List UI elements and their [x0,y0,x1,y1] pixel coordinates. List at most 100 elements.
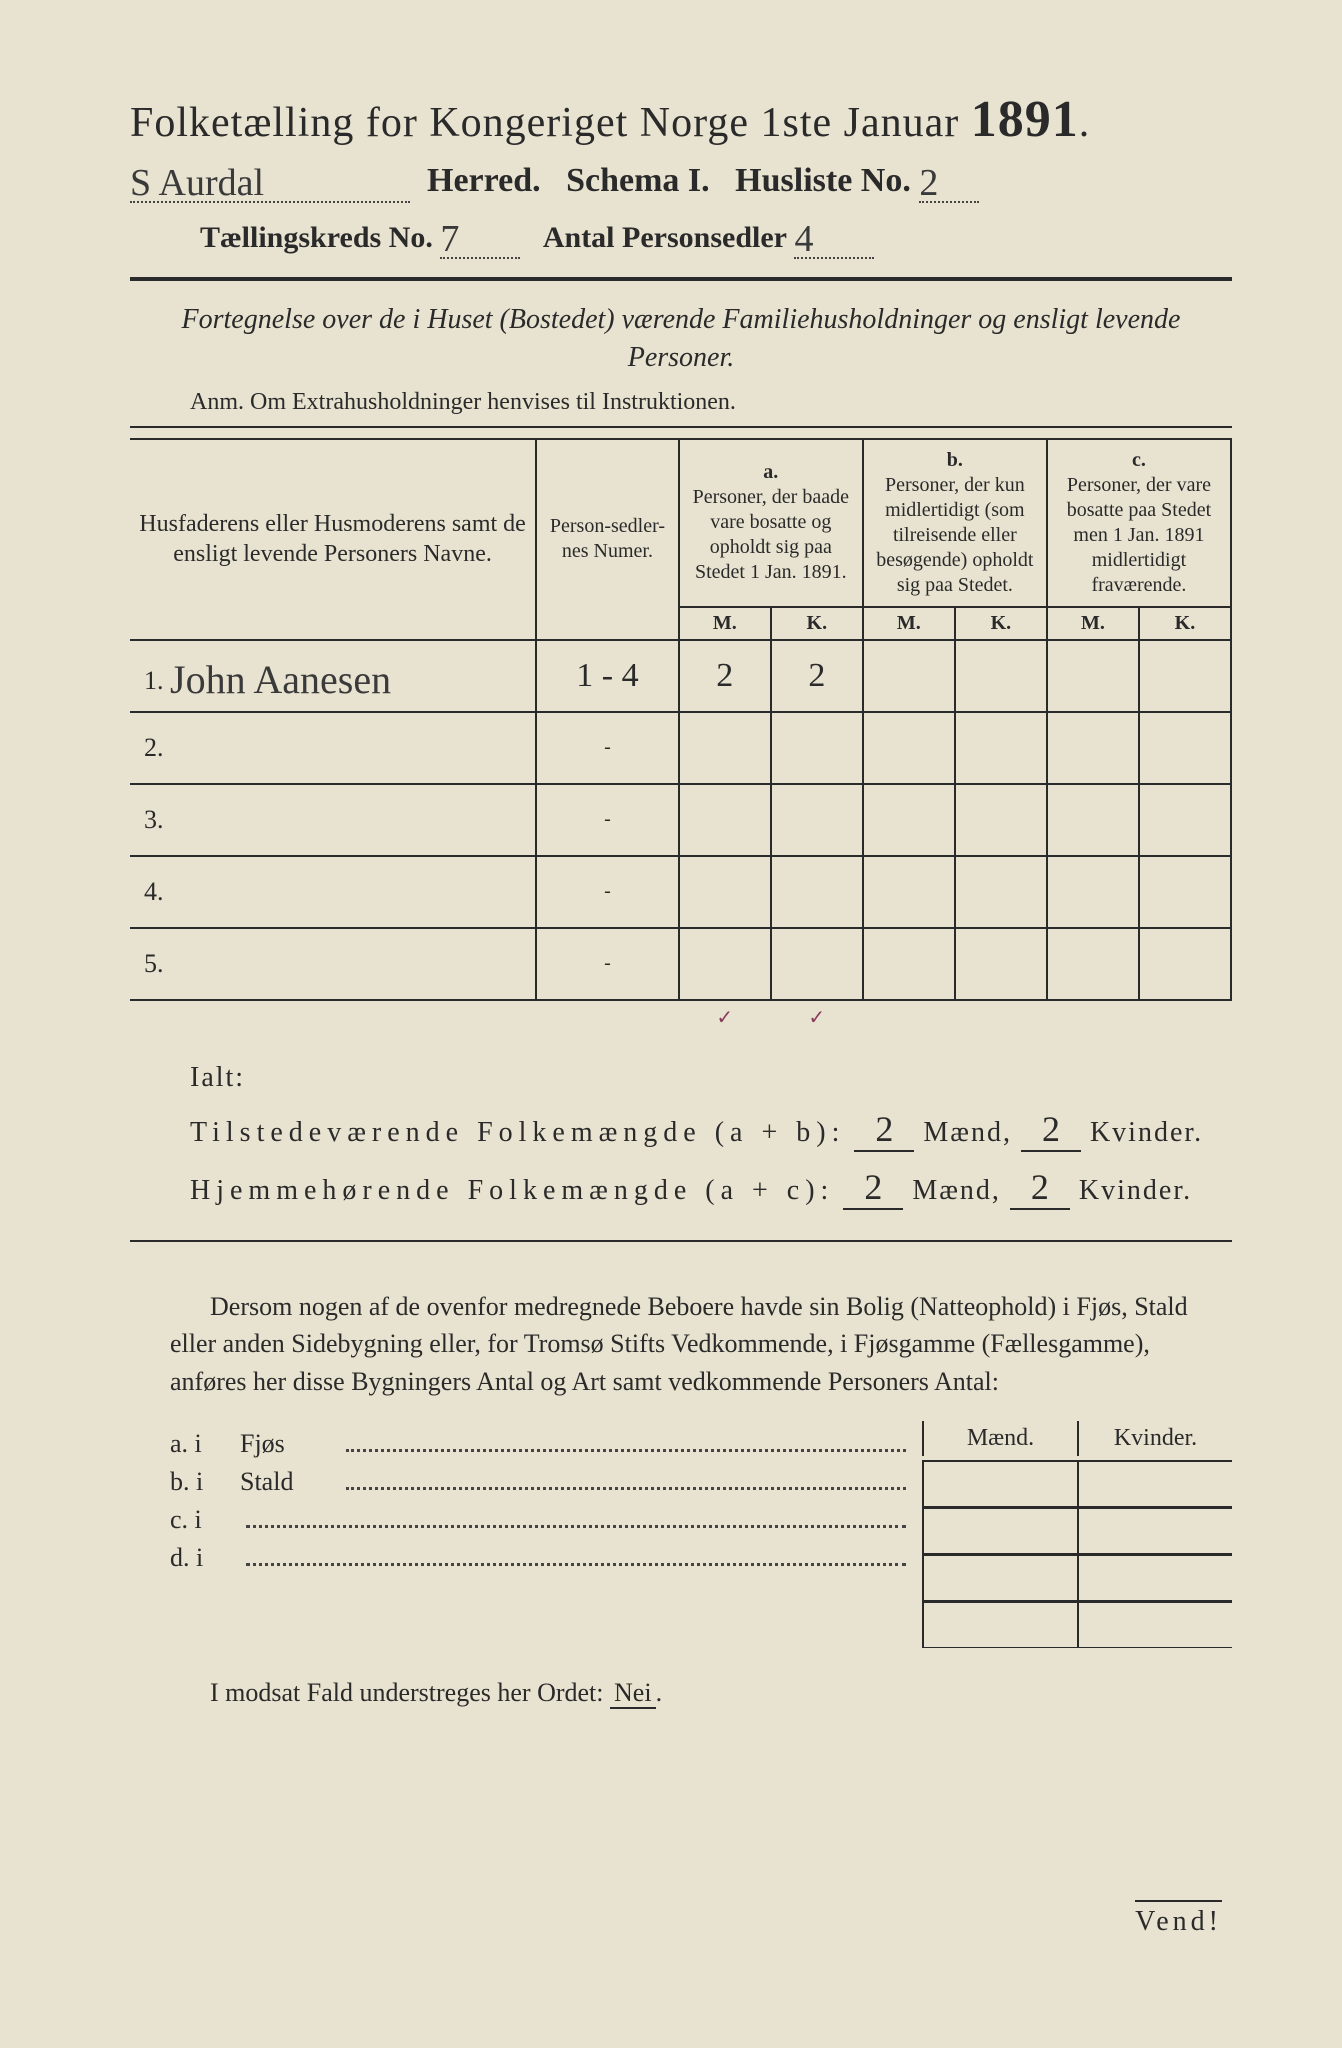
col-b: b. Personer, der kun midlertidigt (som t… [863,439,1047,607]
row-num: 2. [130,712,536,784]
row-num: 5. [130,928,536,1000]
nei-prefix: I modsat Fald understreges her Ordet: [210,1678,604,1707]
title-text: Folketælling for Kongeriget Norge 1ste J… [130,100,959,146]
cell-numer: 1 - 4 [536,640,679,712]
tilstede-k: 2 [1021,1108,1081,1152]
dotted-line [246,1507,906,1528]
row-a-prefix: a. i [170,1429,240,1459]
table-row: 1. John Aanesen 1 - 4 2 2 [130,640,1231,712]
title-year: 1891 [971,91,1079,148]
sidebyg-row-a: a. i Fjøs [170,1429,912,1459]
col-a: a. Personer, der baade vare bosatte og o… [679,439,863,607]
col-c-label: c. [1132,449,1146,471]
row-name: John Aanesen [170,657,391,702]
totals-block: Ialt: Tilstedeværende Folkemængde (a + b… [130,1062,1232,1210]
husliste-label: Husliste No. [735,162,911,199]
hjemme-m: 2 [843,1166,903,1210]
col-c-m: M. [1047,607,1139,640]
cell-numer: - [536,856,679,928]
divider [130,277,1232,281]
household-table: Husfaderens eller Husmoderens samt de en… [130,438,1232,1034]
sidebyg-list: a. i Fjøs b. i Stald c. i d. i [170,1421,912,1581]
col-a-label: a. [763,461,778,483]
vend-label: Vend! [1135,1900,1222,1938]
sidebyg-paragraph: Dersom nogen af de ovenfor medregnede Be… [170,1288,1222,1401]
kvinder-label: Kvinder. [1090,1117,1203,1148]
kreds-label: Tællingskreds No. [200,221,433,254]
col-c-k: K. [1139,607,1231,640]
antal-label: Antal Personsedler [543,221,787,254]
census-form-page: Folketælling for Kongeriget Norge 1ste J… [0,0,1342,2048]
table-row: 2. - [130,712,1231,784]
col-a-text: Personer, der baade vare bosatte og opho… [693,486,849,583]
cell-cM [1047,640,1139,712]
dotted-line [346,1469,906,1490]
row-num: 1. [144,666,164,695]
cell-bM [863,640,955,712]
row-c-prefix: c. i [170,1505,240,1535]
table-row: 3. - [130,784,1231,856]
col-a-k: K. [771,607,863,640]
col-b-k: K. [955,607,1047,640]
cell-aM: 2 [679,640,771,712]
kreds-no: 7 [440,218,459,260]
hjemme-k: 2 [1010,1166,1070,1210]
main-title: Folketælling for Kongeriget Norge 1ste J… [130,90,1232,149]
col-c-text: Personer, der vare bosatte paa Stedet me… [1067,474,1211,596]
nei-word: Nei [610,1678,656,1709]
row-num: 4. [130,856,536,928]
maend-label: Mænd, [912,1175,1001,1206]
tilstede-m: 2 [854,1108,914,1152]
table-check-row: ✓ ✓ [130,1000,1231,1034]
row-b-prefix: b. i [170,1467,240,1497]
hjemme-row: Hjemmehørende Folkemængde (a + c): 2 Mæn… [190,1166,1232,1210]
col-b-label: b. [947,449,963,471]
dotted-line [246,1545,906,1566]
cell-cK [1139,640,1231,712]
cell-numer: - [536,928,679,1000]
sidebyg-row-b: b. i Stald [170,1467,912,1497]
dotted-line [346,1431,906,1452]
cell-aK: 2 [771,640,863,712]
ialt-label: Ialt: [190,1062,1232,1094]
col-names: Husfaderens eller Husmoderens samt de en… [130,439,536,640]
kvinder-label: Kvinder. [1079,1175,1192,1206]
check-mark: ✓ [679,1000,771,1034]
row-b-label: Stald [240,1467,340,1497]
mk-kvinder-header: Kvinder. [1077,1421,1232,1456]
anm-note: Anm. Om Extrahusholdninger henvises til … [130,389,1232,416]
herred-value: S Aurdal [130,162,264,204]
row-d-prefix: d. i [170,1543,240,1573]
col-a-m: M. [679,607,771,640]
hjemme-label: Hjemmehørende Folkemængde (a + c): [190,1175,834,1206]
col-b-m: M. [863,607,955,640]
sidebyg-row-d: d. i [170,1543,912,1573]
row-a-label: Fjøs [240,1429,340,1459]
maend-label: Mænd, [923,1117,1012,1148]
tilstede-row: Tilstedeværende Folkemængde (a + b): 2 M… [190,1108,1232,1152]
cell-bK [955,640,1047,712]
row-num: 3. [130,784,536,856]
table-row: 5. - [130,928,1231,1000]
cell-numer: - [536,712,679,784]
husliste-no: 2 [919,162,938,204]
sidebyg-mk-block: Mænd. Kvinder. [912,1421,1232,1648]
header-line-3: Tællingskreds No. 7 Antal Personsedler 4 [130,213,1232,259]
divider [130,1240,1232,1242]
check-mark: ✓ [771,1000,863,1034]
nei-line: I modsat Fald understreges her Ordet: Ne… [210,1678,1232,1708]
col-c: c. Personer, der vare bosatte paa Stedet… [1047,439,1231,607]
tilstede-label: Tilstedeværende Folkemængde (a + b): [190,1117,845,1148]
table-row: 4. - [130,856,1231,928]
herred-label: Herred. [427,162,541,199]
col-numer: Person-sedler-nes Numer. [536,439,679,640]
divider [130,426,1232,428]
schema-label: Schema I. [566,162,710,199]
cell-numer: - [536,784,679,856]
col-b-text: Personer, der kun midlertidigt (som tilr… [876,474,1033,596]
subtitle: Fortegnelse over de i Huset (Bostedet) v… [170,301,1192,377]
header-line-2: S Aurdal Herred. Schema I. Husliste No. … [130,157,1232,203]
antal-no: 4 [794,218,813,260]
sidebyg-row-c: c. i [170,1505,912,1535]
mk-maend-header: Mænd. [922,1421,1077,1456]
